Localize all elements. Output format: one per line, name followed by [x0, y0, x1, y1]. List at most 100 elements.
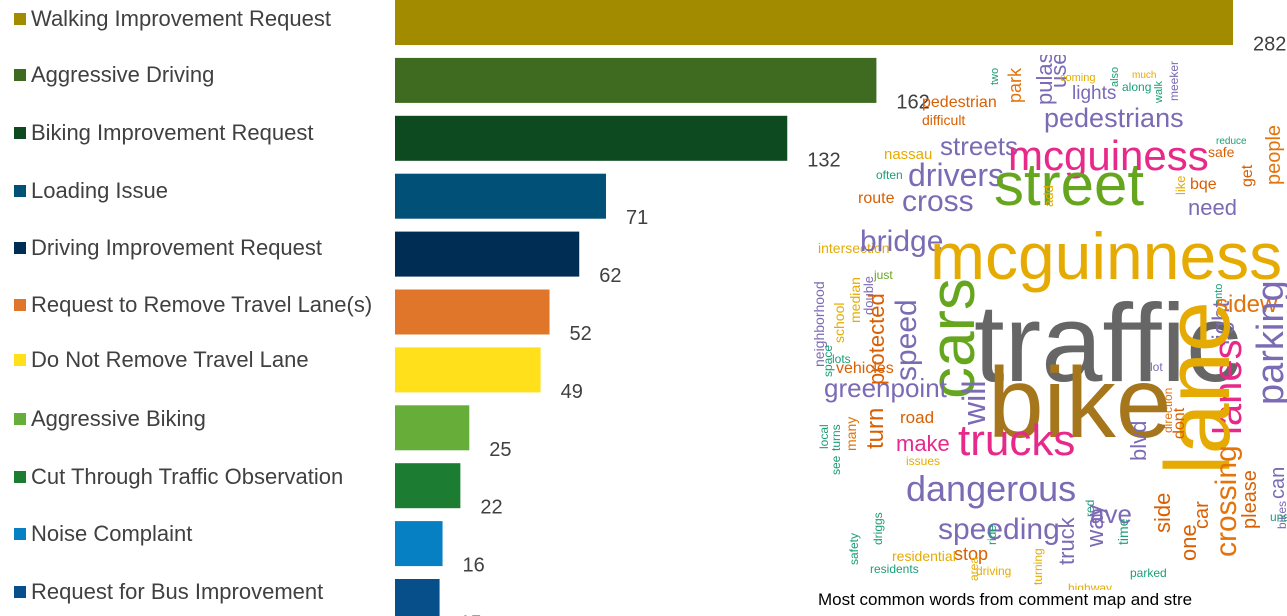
cloud-word: ride	[985, 524, 999, 545]
legend-item: Loading Issue	[14, 178, 384, 203]
legend-label: Walking Improvement Request	[31, 6, 331, 31]
bar-7	[395, 405, 470, 451]
cloud-word: unsaf	[1270, 510, 1287, 524]
legend-item: Request for Bus Improvement	[14, 579, 384, 604]
cloud-word: parking	[1250, 280, 1287, 405]
cloud-word: also	[1109, 66, 1121, 87]
cloud-word: parked	[1130, 566, 1167, 580]
legend-swatch	[14, 13, 26, 25]
word-cloud: pulaski park two use coming lights also along mu…	[812, 55, 1287, 590]
cloud-word: see	[829, 455, 843, 475]
legend-swatch	[14, 242, 26, 254]
cloud-word: residents	[870, 562, 919, 576]
cloud-word: stop	[954, 544, 989, 564]
cloud-word: turns	[829, 424, 843, 451]
cloud-word: need	[1188, 195, 1237, 220]
legend-label: Biking Improvement Request	[31, 120, 314, 145]
legend-item: Noise Complaint	[14, 521, 384, 546]
cloud-word: walk	[1153, 80, 1165, 103]
cloud-word: add	[1041, 185, 1056, 207]
cloud-word: median	[847, 277, 863, 323]
legend-swatch	[14, 471, 26, 483]
legend-label: Aggressive Driving	[31, 62, 215, 87]
legend-swatch	[14, 185, 26, 197]
cloud-word: just	[874, 268, 893, 282]
cloud-word: mcguinness	[930, 219, 1283, 293]
cloud-word: highway	[1068, 581, 1113, 590]
legend-swatch	[14, 69, 26, 81]
bar-9	[395, 521, 443, 567]
cloud-word: intersection	[818, 240, 890, 256]
legend-label: Noise Complaint	[31, 521, 193, 546]
cloud-word: along	[1122, 80, 1152, 94]
bar-0	[395, 0, 1233, 45]
cloud-word: dangerous	[906, 468, 1077, 509]
cloud-word: turning	[1031, 548, 1045, 585]
cloud-word: bike	[988, 347, 1172, 459]
legend-item: Aggressive Biking	[14, 406, 384, 431]
cloud-word: sidew	[1216, 291, 1278, 318]
bar-4	[395, 231, 580, 277]
bar-6	[395, 347, 541, 393]
cloud-word: driggs	[871, 512, 885, 545]
legend-label: Cut Through Traffic Observation	[31, 464, 344, 489]
legend-swatch	[14, 413, 26, 425]
cloud-word: way	[1082, 504, 1109, 547]
cloud-word: school	[831, 302, 847, 343]
cloud-word: often	[876, 168, 903, 182]
bar-value-label: 162	[896, 91, 929, 113]
bar-8	[395, 463, 461, 509]
legend-item: Biking Improvement Request	[14, 120, 384, 145]
cloud-word: speeding	[938, 513, 1060, 546]
cloud-word: time	[1115, 518, 1131, 545]
cloud-word: coming	[1060, 72, 1096, 84]
cloud-word: difficult	[922, 112, 966, 128]
cloud-word: streets	[940, 131, 1019, 161]
cloud-word: much	[1132, 70, 1157, 81]
legend-label: Request for Bus Improvement	[31, 579, 324, 604]
bar-value-label: 16	[463, 555, 485, 577]
cloud-word: pedestrian	[922, 94, 997, 111]
word-cloud-caption: Most common words from comment map and s…	[818, 590, 1193, 609]
legend-label: Loading Issue	[31, 178, 168, 203]
cloud-word: ave	[1090, 499, 1132, 529]
cloud-word: blvd	[1126, 420, 1151, 461]
legend-swatch	[14, 127, 26, 139]
cloud-word: safe	[1208, 144, 1235, 160]
cloud-word: residential	[892, 548, 956, 564]
cloud-word: lots	[832, 352, 851, 366]
cloud-word: bqe	[1190, 176, 1217, 193]
bar-3	[395, 173, 606, 219]
legend-item: Walking Improvement Request	[14, 6, 384, 31]
cloud-word: dont	[1171, 407, 1188, 439]
cloud-word: mcguiness	[1008, 132, 1209, 179]
bar-value-label: 22	[480, 497, 502, 519]
cloud-word: can	[1267, 466, 1287, 499]
bar-value-label: 71	[626, 207, 648, 229]
legend-label: Do Not Remove Travel Lane	[31, 347, 309, 372]
cloud-word: pedestrians	[1044, 103, 1184, 133]
bar-value-label: 282	[1253, 34, 1286, 56]
cloud-word: bridge	[860, 225, 944, 258]
legend-item: Driving Improvement Request	[14, 235, 384, 260]
cloud-word: truck	[1054, 517, 1079, 565]
cloud-word: vehicles	[836, 360, 894, 377]
cloud-word: two	[989, 67, 1001, 85]
legend-swatch	[14, 299, 26, 311]
legend-item: Cut Through Traffic Observation	[14, 464, 384, 489]
legend-label: Aggressive Biking	[31, 406, 206, 431]
cloud-word: traffic	[974, 282, 1241, 405]
cloud-word: driving	[976, 564, 1012, 578]
chart-legend: Walking Improvement Request Aggressive Dr…	[0, 0, 395, 616]
cloud-word: route	[858, 190, 895, 207]
legend-label: Request to Remove Travel Lane(s)	[31, 292, 373, 317]
cloud-word: turn	[862, 407, 889, 449]
legend-item: Request to Remove Travel Lane(s)	[14, 292, 384, 317]
cloud-word: crossing	[1210, 445, 1243, 557]
bar-2	[395, 115, 788, 161]
cloud-word: safety	[847, 532, 861, 565]
cloud-word: like	[1173, 175, 1188, 195]
cloud-word: get	[1239, 164, 1256, 187]
cloud-word: nassau	[884, 146, 933, 163]
